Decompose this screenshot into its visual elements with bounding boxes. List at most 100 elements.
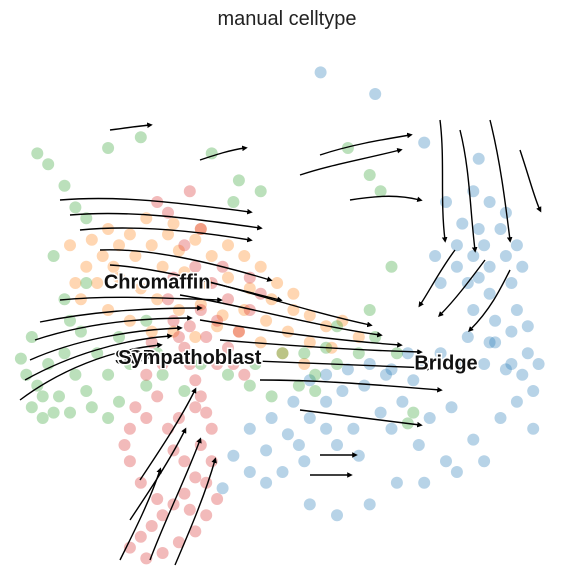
- data-point: [113, 331, 125, 343]
- data-point: [287, 395, 300, 408]
- data-point: [222, 368, 234, 381]
- data-point: [134, 282, 147, 295]
- data-point: [156, 547, 169, 559]
- data-point: [64, 406, 76, 419]
- data-point: [309, 385, 322, 397]
- streamline-arrow: [299, 147, 403, 176]
- data-point: [232, 325, 245, 338]
- data-point: [167, 314, 180, 327]
- data-point: [271, 277, 284, 289]
- data-point: [238, 250, 251, 262]
- data-point: [510, 395, 523, 408]
- streamline-arrow: [174, 457, 217, 566]
- data-point: [298, 358, 311, 370]
- streamline-arrow: [199, 145, 248, 161]
- data-point: [178, 487, 191, 500]
- data-point: [260, 314, 273, 327]
- data-point: [505, 277, 518, 289]
- data-point: [347, 422, 360, 435]
- data-point: [450, 260, 463, 273]
- cluster-label-bridge: Bridge: [414, 352, 477, 374]
- data-point: [521, 347, 534, 360]
- data-point: [243, 422, 256, 435]
- data-point: [31, 379, 44, 392]
- data-point: [140, 314, 153, 327]
- data-point: [385, 422, 398, 435]
- data-point: [134, 476, 147, 489]
- data-point: [167, 217, 180, 230]
- streamline-arrow: [99, 249, 273, 282]
- data-point: [527, 422, 540, 435]
- data-point: [390, 347, 403, 360]
- data-point: [483, 336, 496, 349]
- data-point: [189, 525, 202, 538]
- data-point: [172, 536, 185, 549]
- data-point: [363, 498, 376, 511]
- streamline-arrow: [199, 319, 403, 348]
- data-point: [238, 368, 251, 381]
- data-point: [374, 185, 387, 198]
- data-point: [205, 147, 218, 160]
- data-point: [254, 185, 267, 198]
- data-point: [260, 444, 273, 457]
- data-point: [341, 363, 354, 376]
- data-point: [320, 422, 333, 435]
- data-point: [211, 314, 224, 327]
- data-point: [123, 358, 136, 370]
- data-point: [483, 196, 496, 208]
- data-point: [483, 260, 496, 273]
- data-point: [510, 239, 523, 252]
- data-point: [407, 374, 420, 387]
- data-point: [243, 466, 256, 478]
- data-point: [303, 336, 316, 349]
- data-point: [211, 358, 224, 370]
- data-point: [113, 239, 125, 252]
- data-point: [134, 131, 147, 144]
- data-point: [265, 390, 278, 403]
- data-point: [532, 358, 545, 370]
- data-point: [140, 379, 153, 392]
- data-point: [281, 325, 294, 338]
- streamline-arrow: [129, 427, 187, 521]
- data-point: [456, 358, 469, 370]
- data-point: [145, 520, 158, 532]
- data-point: [309, 368, 322, 381]
- streamline-arrow: [29, 325, 183, 361]
- data-point: [303, 412, 316, 424]
- data-point: [69, 277, 82, 289]
- series-chromaffin: [64, 212, 365, 370]
- data-point: [260, 476, 273, 489]
- data-point: [205, 455, 218, 468]
- streamline-arrow: [139, 387, 197, 481]
- data-point: [456, 217, 469, 230]
- data-point: [434, 277, 447, 289]
- data-point: [483, 287, 496, 300]
- data-point: [276, 466, 289, 478]
- streamline-arrow: [39, 305, 203, 323]
- data-point: [25, 401, 38, 414]
- data-point: [243, 379, 256, 392]
- data-point: [189, 331, 202, 343]
- data-point: [396, 395, 409, 408]
- data-point: [183, 185, 196, 198]
- streamline-arrow: [119, 467, 162, 561]
- data-point: [134, 530, 147, 543]
- data-point: [467, 433, 480, 446]
- streamline-arrow: [489, 119, 513, 243]
- streamline-arrow: [109, 122, 153, 131]
- data-point: [478, 455, 491, 468]
- data-point: [222, 341, 234, 354]
- data-point: [341, 142, 354, 154]
- chart-title: manual celltype: [217, 8, 357, 30]
- data-point: [102, 142, 115, 154]
- data-point: [418, 136, 431, 149]
- cluster-label-scp: SCP: [115, 347, 156, 369]
- data-point: [31, 147, 44, 160]
- streamline-arrow: [438, 259, 486, 317]
- data-point: [140, 412, 153, 424]
- data-point: [499, 250, 512, 262]
- data-point: [489, 314, 502, 327]
- data-point: [369, 331, 382, 343]
- data-point: [189, 260, 202, 273]
- data-point: [320, 368, 333, 381]
